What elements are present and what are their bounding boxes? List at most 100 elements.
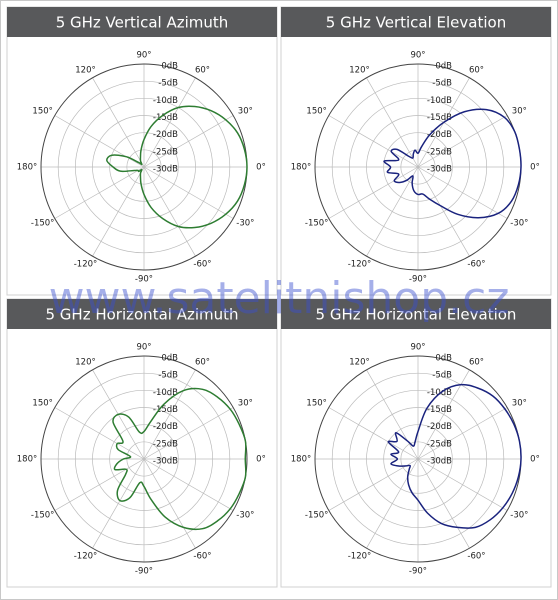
radial-grid-ring xyxy=(348,389,488,529)
angle-tick-label: -120° xyxy=(74,259,98,269)
chart-title: 5 GHz Vertical Azimuth xyxy=(56,14,229,32)
angle-tick-label: -150° xyxy=(31,219,55,229)
pattern-line xyxy=(106,105,248,229)
radial-tick-label: -20dB xyxy=(427,130,452,140)
angle-tick-label: 120° xyxy=(349,66,369,76)
angle-tick-label: 30° xyxy=(512,107,527,117)
radial-tick-label: 0dB xyxy=(161,354,178,364)
pattern-line xyxy=(112,387,247,531)
radial-grid-ring xyxy=(57,80,231,254)
radial-tick-label: -30dB xyxy=(153,165,178,175)
radial-tick-label: -20dB xyxy=(153,422,178,432)
angle-tick-label: 150° xyxy=(32,107,52,117)
radial-tick-label: -5dB xyxy=(158,79,178,89)
radial-grid-ring xyxy=(109,132,179,202)
angle-tick-label: -90° xyxy=(135,275,153,285)
title-bar xyxy=(281,7,551,37)
angle-tick-label: 0° xyxy=(256,163,266,173)
angle-tick-label: 120° xyxy=(75,66,95,76)
radial-tick-label: 0dB xyxy=(161,62,178,72)
angle-tick-label: 150° xyxy=(306,399,326,409)
title-bar xyxy=(7,7,277,37)
chart-title: 5 GHz Horizontal Elevation xyxy=(316,306,517,324)
radial-tick-label: -30dB xyxy=(153,457,178,467)
radial-grid-ring xyxy=(74,97,214,237)
radial-tick-label: -10dB xyxy=(153,96,178,106)
panel xyxy=(6,298,278,588)
angle-tick-label: -60° xyxy=(467,551,485,561)
title-bar xyxy=(281,299,551,329)
radial-grid-ring xyxy=(126,441,162,477)
radial-tick-label: -15dB xyxy=(427,405,452,415)
angle-tick-label: 90° xyxy=(136,51,151,61)
radial-tick-label: -20dB xyxy=(153,130,178,140)
angle-tick-label: 30° xyxy=(238,107,253,117)
angle-tick-label: -30° xyxy=(510,219,528,229)
radial-tick-label: 0dB xyxy=(435,62,452,72)
angle-tick-label: 180° xyxy=(17,163,37,173)
radial-tick-label: -5dB xyxy=(432,79,452,89)
angle-tick-label: 90° xyxy=(136,343,151,353)
angle-tick-label: 60° xyxy=(195,358,210,368)
angle-tick-label: 120° xyxy=(349,358,369,368)
angle-tick-label: -30° xyxy=(236,219,254,229)
radial-tick-label: -15dB xyxy=(427,113,452,123)
angle-tick-label: -30° xyxy=(510,511,528,521)
angle-tick-label: 180° xyxy=(291,163,311,173)
radial-grid-ring xyxy=(92,407,196,511)
radial-grid-ring xyxy=(366,115,470,219)
radial-grid-ring xyxy=(57,372,231,546)
panel xyxy=(280,298,552,588)
angle-tick-label: -120° xyxy=(348,259,372,269)
watermark: www.satelitnishop.cz xyxy=(49,273,510,324)
radial-tick-label: -25dB xyxy=(153,147,178,157)
radial-tick-label: -20dB xyxy=(427,422,452,432)
angle-tick-label: -150° xyxy=(305,219,329,229)
radial-grid-ring xyxy=(74,389,214,529)
radial-grid-ring xyxy=(331,372,505,546)
title-bar xyxy=(7,299,277,329)
radial-tick-label: -30dB xyxy=(427,165,452,175)
chart-title: 5 GHz Vertical Elevation xyxy=(326,14,506,32)
angle-tick-label: 150° xyxy=(32,399,52,409)
radial-grid-ring xyxy=(400,149,436,185)
radial-tick-label: -10dB xyxy=(153,388,178,398)
radial-grid-ring xyxy=(92,115,196,219)
radial-tick-label: -15dB xyxy=(153,113,178,123)
radial-grid-ring xyxy=(109,424,179,494)
angle-tick-label: 30° xyxy=(238,399,253,409)
radial-grid-ring xyxy=(366,407,470,511)
panel xyxy=(6,6,278,296)
angle-tick-label: -90° xyxy=(409,275,427,285)
angle-tick-label: 90° xyxy=(410,51,425,61)
angle-tick-label: 0° xyxy=(530,455,540,465)
chart-title: 5 GHz Horizontal Azimuth xyxy=(45,306,238,324)
pattern-line xyxy=(383,108,522,219)
angle-tick-label: 30° xyxy=(512,399,527,409)
angle-tick-label: -120° xyxy=(348,551,372,561)
angle-tick-label: -30° xyxy=(236,511,254,521)
radial-grid-ring xyxy=(400,441,436,477)
radial-tick-label: -25dB xyxy=(427,439,452,449)
angle-tick-label: 60° xyxy=(195,66,210,76)
angle-tick-label: 60° xyxy=(469,358,484,368)
radial-tick-label: -15dB xyxy=(153,405,178,415)
angle-tick-label: 180° xyxy=(17,455,37,465)
angle-tick-label: 180° xyxy=(291,455,311,465)
radial-grid-ring xyxy=(40,355,248,563)
angle-tick-label: -90° xyxy=(135,567,153,577)
radial-grid-ring xyxy=(126,149,162,185)
radial-tick-label: -30dB xyxy=(427,457,452,467)
angle-tick-label: -60° xyxy=(193,551,211,561)
angle-tick-label: 90° xyxy=(410,343,425,353)
angle-tick-label: -150° xyxy=(305,511,329,521)
radial-tick-label: -25dB xyxy=(153,439,178,449)
radial-tick-label: -25dB xyxy=(427,147,452,157)
angle-tick-label: 0° xyxy=(256,455,266,465)
radial-grid-ring xyxy=(383,132,453,202)
radial-grid-ring xyxy=(383,424,453,494)
angle-tick-label: -60° xyxy=(467,259,485,269)
angle-tick-label: 150° xyxy=(306,107,326,117)
angle-tick-label: -150° xyxy=(31,511,55,521)
